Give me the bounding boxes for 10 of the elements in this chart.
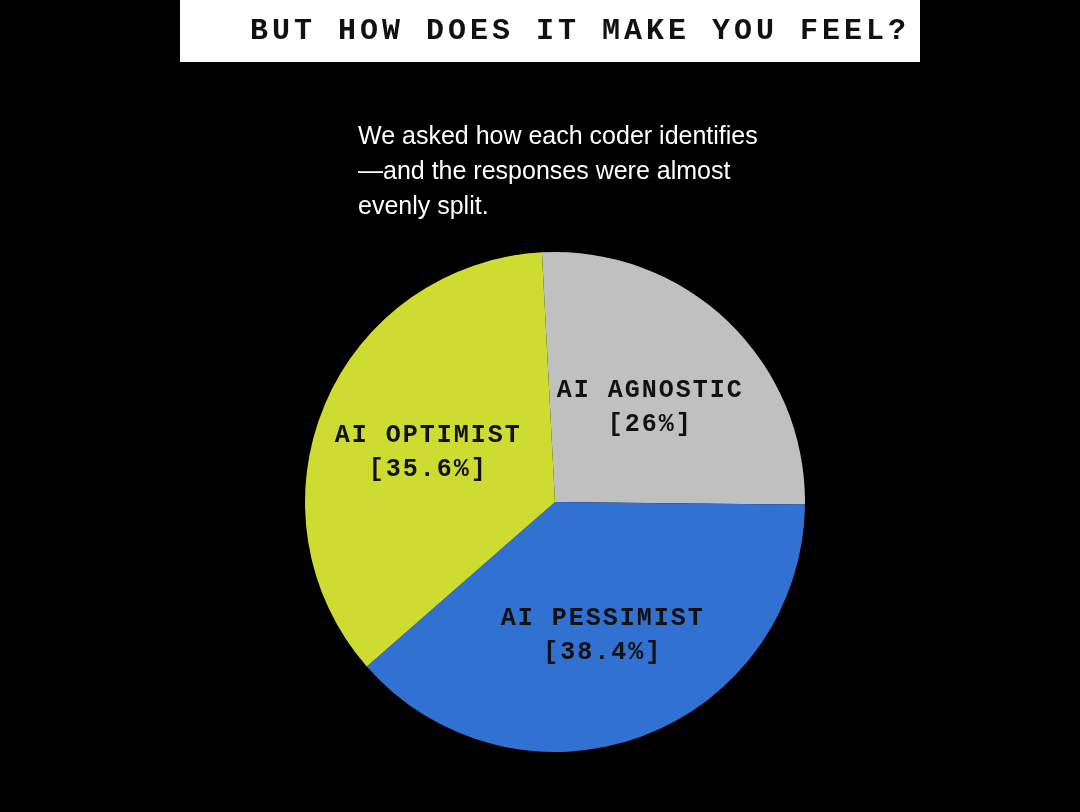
slice-label: AI PESSIMIST bbox=[500, 603, 705, 633]
chart-title: BUT HOW DOES IT MAKE YOU FEEL? bbox=[248, 14, 911, 48]
slice-label: AI AGNOSTIC bbox=[556, 375, 744, 405]
data-label: [26%] bbox=[607, 409, 693, 439]
pie-slice bbox=[541, 252, 805, 505]
pie-slice bbox=[366, 502, 805, 752]
chart-subtitle: We asked how each coder identifies—and the responses were almost evenly split. bbox=[358, 120, 758, 221]
data-label: [35.6%] bbox=[368, 455, 488, 485]
slice-label: AI OPTIMIST bbox=[334, 421, 522, 451]
data-label: [38.4%] bbox=[543, 637, 663, 667]
